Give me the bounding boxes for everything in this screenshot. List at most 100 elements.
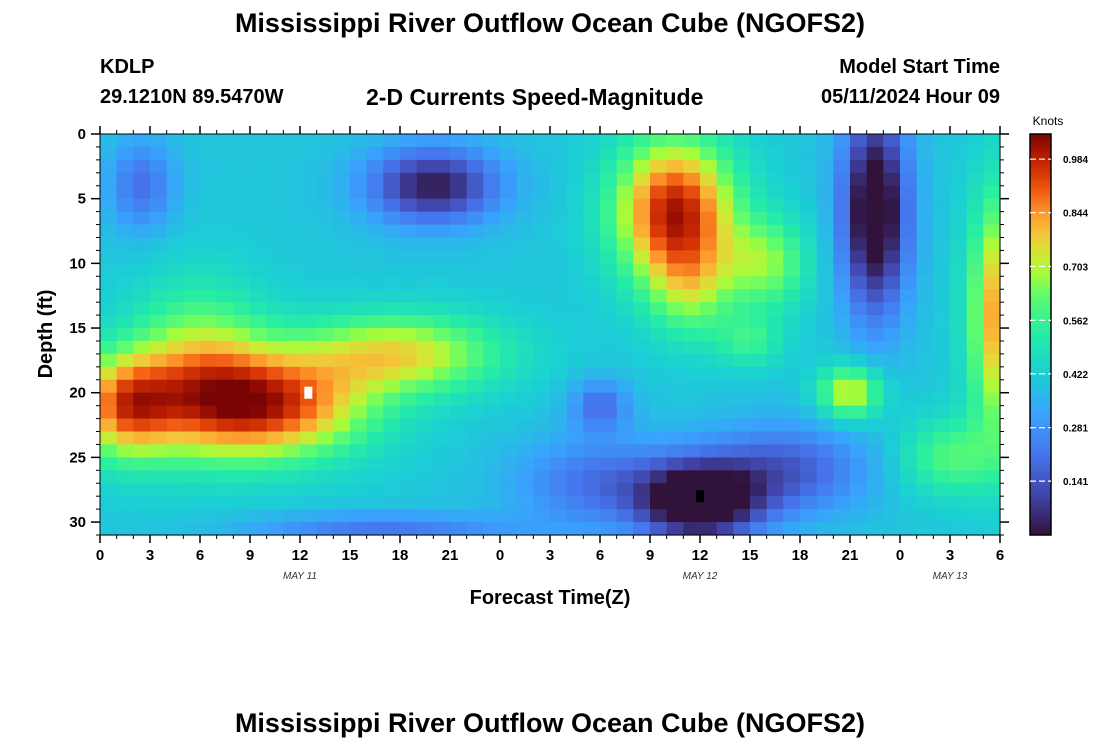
heatmap-cell: [400, 328, 418, 342]
heatmap-cell: [433, 198, 451, 213]
heatmap-cell: [383, 224, 401, 239]
heatmap-cell: [750, 185, 768, 200]
heatmap-cell: [966, 353, 984, 368]
heatmap-cell: [683, 431, 701, 446]
heatmap-cell: [666, 172, 684, 187]
heatmap-cell: [300, 224, 318, 239]
heatmap-cell: [950, 457, 968, 471]
heatmap-cell: [300, 315, 318, 329]
heatmap-cell: [266, 315, 284, 329]
heatmap-cell: [983, 315, 1001, 329]
heatmap-cell: [466, 237, 484, 252]
heatmap-cell: [850, 509, 868, 523]
heatmap-cell: [450, 237, 468, 252]
heatmap-cell: [500, 211, 518, 226]
heatmap-cell: [950, 470, 968, 484]
heatmap-cell: [300, 444, 318, 458]
heatmap-cell: [650, 302, 668, 316]
heatmap-cell: [183, 392, 201, 407]
heatmap-cell: [900, 237, 918, 252]
heatmap-cell: [416, 315, 434, 329]
heatmap-cell: [266, 366, 284, 381]
heatmap-cell: [716, 146, 734, 161]
heatmap-cell: [883, 340, 901, 355]
heatmap-cell: [800, 522, 818, 536]
heatmap-cell: [383, 470, 401, 484]
heatmap-cell: [700, 444, 718, 458]
y-tick-label: 5: [78, 191, 86, 208]
heatmap-cell: [583, 134, 601, 148]
heatmap-cell: [300, 134, 318, 148]
heatmap-cell: [850, 172, 868, 187]
heatmap-cell: [816, 263, 834, 277]
heatmap-cell: [633, 405, 651, 420]
heatmap-cell: [750, 263, 768, 277]
heatmap-cell: [733, 159, 751, 174]
heatmap-cell: [816, 470, 834, 484]
heatmap-cell: [233, 146, 251, 161]
heatmap-cell: [500, 340, 518, 355]
heatmap-cell: [216, 405, 234, 420]
heatmap-cell: [733, 340, 751, 355]
heatmap-cell: [616, 198, 634, 213]
heatmap-cell: [450, 509, 468, 523]
heatmap-cell: [250, 211, 268, 226]
heatmap-cell: [400, 237, 418, 252]
heatmap-cell: [650, 328, 668, 342]
heatmap-cell: [650, 496, 668, 510]
heatmap-cell: [916, 250, 934, 264]
heatmap-cell: [800, 224, 818, 239]
heatmap-cell: [950, 418, 968, 433]
heatmap-cell: [700, 172, 718, 187]
heatmap-cell: [550, 522, 568, 536]
heatmap-cell: [133, 198, 151, 213]
heatmap-cell: [633, 237, 651, 252]
heatmap-cell: [850, 159, 868, 174]
heatmap-cell: [266, 134, 284, 148]
heatmap-cell: [250, 353, 268, 368]
heatmap-cell: [483, 379, 501, 394]
heatmap-cell: [366, 366, 384, 381]
heatmap-cell: [816, 159, 834, 174]
heatmap-cell: [700, 366, 718, 381]
heatmap-cell: [950, 237, 968, 252]
heatmap-cell: [216, 276, 234, 290]
heatmap-cell: [583, 328, 601, 342]
heatmap-cell: [666, 328, 684, 342]
heatmap-cell: [933, 457, 951, 471]
heatmap-cell: [716, 224, 734, 239]
heatmap-cell: [150, 405, 168, 420]
heatmap-cell: [566, 237, 584, 252]
heatmap-cell: [716, 211, 734, 226]
heatmap-cell: [233, 224, 251, 239]
x-axis-label: Forecast Time(Z): [470, 587, 631, 609]
heatmap-cells: [100, 134, 1001, 536]
heatmap-cell: [483, 431, 501, 446]
heatmap-cell: [700, 496, 718, 510]
heatmap-cell: [983, 470, 1001, 484]
heatmap-cell: [683, 328, 701, 342]
heatmap-cell: [633, 431, 651, 446]
heatmap-cell: [600, 340, 618, 355]
x-tick-label: 6: [196, 547, 204, 564]
heatmap-cell: [966, 340, 984, 355]
heatmap-cell: [516, 496, 534, 510]
heatmap-cell: [316, 224, 334, 239]
heatmap-cell: [316, 470, 334, 484]
heatmap-cell: [483, 172, 501, 187]
y-tick-label: 10: [69, 255, 86, 272]
heatmap-cell: [616, 237, 634, 252]
heatmap-cell: [616, 211, 634, 226]
heatmap-cell: [350, 431, 368, 446]
heatmap-cell: [850, 276, 868, 290]
heatmap-cell: [100, 366, 118, 381]
colorbar: [1029, 133, 1052, 536]
heatmap-cell: [533, 224, 551, 239]
heatmap-cell: [966, 172, 984, 187]
heatmap-cell: [566, 444, 584, 458]
heatmap-cell: [583, 457, 601, 471]
heatmap-cell: [233, 366, 251, 381]
heatmap-cell: [350, 224, 368, 239]
heatmap-cell: [700, 250, 718, 264]
heatmap-cell: [616, 134, 634, 148]
